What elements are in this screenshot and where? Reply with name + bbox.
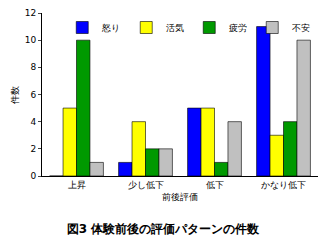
svg-text:低下: 低下 xyxy=(206,180,224,190)
svg-text:8: 8 xyxy=(30,62,36,72)
svg-text:怒り: 怒り xyxy=(101,23,120,33)
svg-text:件数: 件数 xyxy=(10,86,20,104)
svg-text:活気: 活気 xyxy=(166,23,184,33)
svg-text:前後評価: 前後評価 xyxy=(162,192,198,202)
svg-text:上昇: 上昇 xyxy=(68,180,86,190)
svg-text:0: 0 xyxy=(30,171,36,181)
svg-text:図3 体験前後の評価パターンの件数: 図3 体験前後の評価パターンの件数 xyxy=(67,222,261,236)
svg-text:12: 12 xyxy=(25,8,36,18)
svg-text:2: 2 xyxy=(30,144,36,154)
svg-text:10: 10 xyxy=(25,35,37,45)
svg-text:少し低下: 少し低下 xyxy=(128,180,164,190)
svg-text:かなり低下: かなり低下 xyxy=(261,180,306,190)
svg-text:疲労: 疲労 xyxy=(229,23,247,33)
svg-text:不安: 不安 xyxy=(292,23,310,33)
svg-text:6: 6 xyxy=(30,90,36,100)
svg-text:4: 4 xyxy=(30,117,36,127)
